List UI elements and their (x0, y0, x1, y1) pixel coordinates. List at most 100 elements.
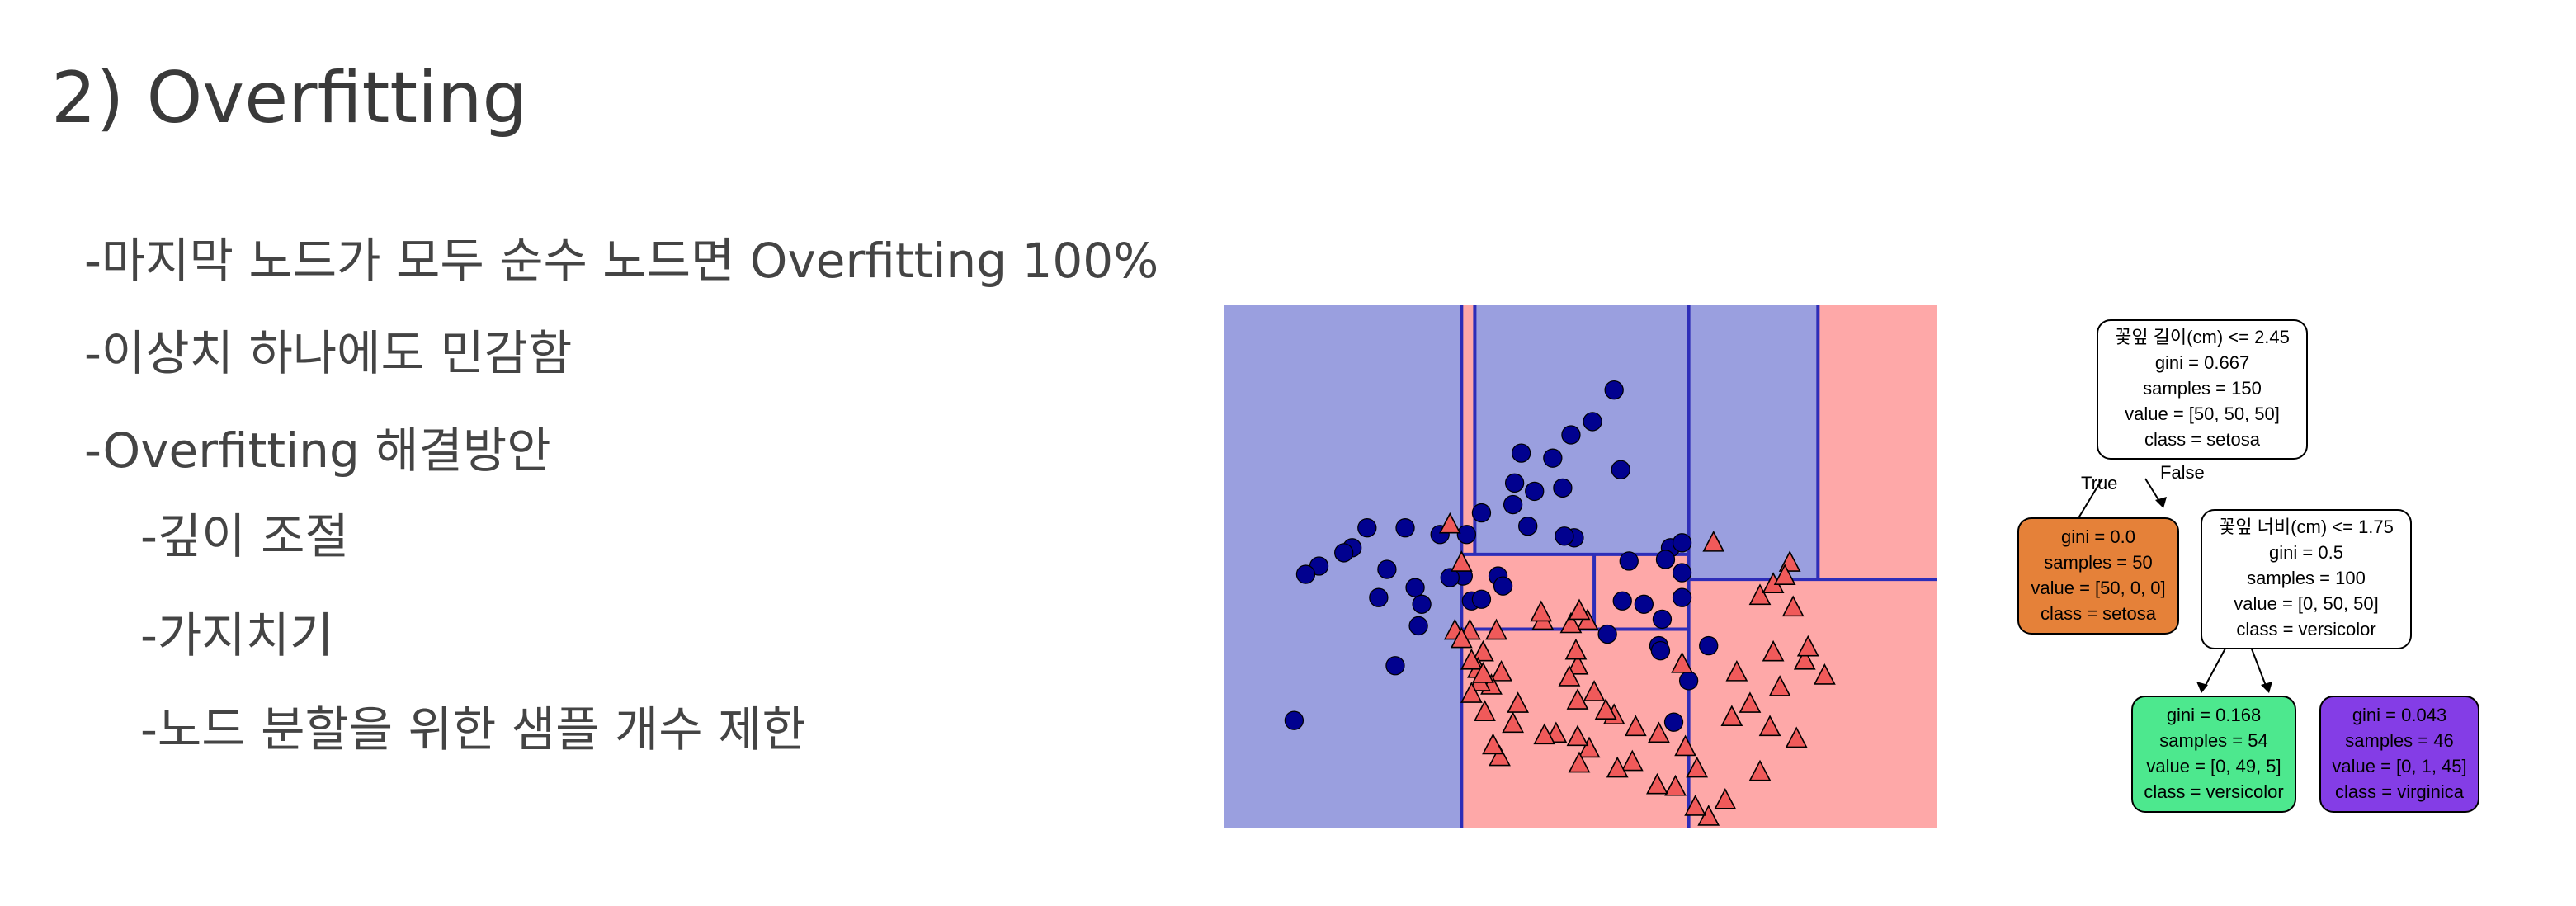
data-point-class-1 (1621, 749, 1644, 772)
data-point-class-0 (1553, 478, 1573, 498)
svg-text:gini = 0.043: gini = 0.043 (2352, 705, 2446, 725)
data-point-class-1 (1460, 682, 1483, 703)
data-point-class-1 (1813, 663, 1836, 685)
edge-right-left (2196, 646, 2227, 693)
svg-text:samples = 50: samples = 50 (2044, 552, 2152, 573)
svg-text:value = [50, 50, 50]: value = [50, 50, 50] (2125, 403, 2280, 424)
slide-title: 2) Overfitting (51, 57, 528, 139)
data-point-class-0 (1395, 518, 1415, 538)
data-point-class-0 (1611, 460, 1630, 479)
data-point-class-1 (1438, 512, 1461, 534)
data-point-class-0 (1284, 710, 1305, 730)
data-point-class-0 (1357, 518, 1377, 538)
data-point-class-1 (1530, 600, 1553, 622)
data-point-class-0 (1385, 656, 1405, 676)
bullet-sub-item: -깊이 조절 (140, 508, 349, 564)
data-point-class-0 (1612, 591, 1632, 611)
data-point-class-1 (1472, 661, 1494, 683)
data-point-class-1 (1460, 648, 1483, 670)
data-point-class-1 (1785, 726, 1808, 748)
svg-text:class = setosa: class = setosa (2144, 429, 2261, 450)
edge-true-label: True (2081, 473, 2117, 493)
data-point-class-0 (1634, 594, 1654, 614)
data-point-class-0 (1672, 563, 1692, 583)
data-point-class-0 (1456, 525, 1477, 545)
svg-text:value = [50, 0, 0]: value = [50, 0, 0] (2031, 578, 2165, 598)
edge-right-right (2250, 646, 2272, 693)
data-point-class-1 (1702, 530, 1725, 552)
data-point-class-1 (1502, 711, 1525, 734)
data-point-class-1 (1474, 700, 1496, 721)
data-point-class-1 (1450, 626, 1473, 649)
data-point-class-0 (1678, 671, 1699, 691)
data-point-class-1 (1489, 744, 1511, 767)
data-point-class-1 (1606, 756, 1629, 778)
svg-text:gini = 0.168: gini = 0.168 (2167, 705, 2261, 725)
data-point-class-0 (1619, 551, 1639, 571)
data-point-class-1 (1558, 665, 1581, 687)
svg-text:꽃잎 길이(cm) <= 2.45: 꽃잎 길이(cm) <= 2.45 (2115, 327, 2290, 347)
data-point-class-0 (1512, 443, 1531, 463)
edge-root-right: False (2144, 462, 2205, 508)
data-point-class-1 (1485, 618, 1507, 640)
svg-text:samples = 150: samples = 150 (2143, 378, 2262, 399)
data-point-class-0 (1561, 425, 1581, 445)
data-point-class-1 (1773, 564, 1796, 585)
data-point-class-1 (1507, 691, 1530, 713)
data-point-class-1 (1566, 653, 1589, 675)
data-point-class-1 (1748, 759, 1772, 781)
data-point-class-0 (1504, 473, 1525, 493)
data-point-class-1 (1566, 688, 1589, 710)
data-point-class-1 (1684, 795, 1707, 816)
svg-text:class = virginica: class = virginica (2335, 781, 2465, 802)
data-point-class-1 (1472, 639, 1494, 662)
data-point-class-0 (1672, 587, 1692, 607)
plot-regions (1224, 305, 1937, 828)
tree-node-virginica-leaf: gini = 0.043 samples = 46 value = [0, 1,… (2319, 696, 2479, 813)
bullet-item: -이상치 하나에도 민감함 (84, 325, 573, 381)
edge-false-label: False (2160, 462, 2205, 483)
data-point-class-1 (1583, 680, 1606, 701)
data-point-class-1 (1671, 651, 1693, 673)
data-point-class-0 (1503, 494, 1523, 515)
decision-tree-diagram: True False 꽃잎 길이(cm) <= 2.45 gini = 0.66… (2017, 319, 2479, 813)
data-point-class-0 (1663, 712, 1684, 732)
data-point-class-1 (1624, 715, 1647, 737)
data-point-class-0 (1493, 576, 1513, 596)
decision-boundary-plot (1224, 305, 1937, 828)
data-point-class-0 (1583, 412, 1602, 432)
data-point-class-1 (1564, 638, 1588, 660)
bullet-item: -마지막 노드가 모두 순수 노드면 Overfitting 100% (84, 233, 1159, 289)
data-point-class-1 (1482, 733, 1504, 755)
data-point-class-1 (1714, 787, 1737, 809)
bullet-sub-item: -가지치기 (140, 607, 334, 663)
data-point-class-1 (1648, 721, 1670, 743)
data-point-class-1 (1578, 736, 1601, 758)
data-point-class-1 (1594, 698, 1617, 720)
tree-node-left-leaf: gini = 0.0 samples = 50 value = [50, 0, … (2017, 517, 2179, 635)
data-point-class-1 (1566, 724, 1589, 747)
data-point-class-0 (1597, 624, 1617, 644)
data-point-class-1 (1568, 598, 1591, 621)
svg-text:samples = 46: samples = 46 (2345, 730, 2453, 751)
data-point-class-0 (1412, 594, 1432, 614)
tree-node-root: 꽃잎 길이(cm) <= 2.45 gini = 0.667 samples =… (2097, 319, 2308, 460)
data-point-class-1 (1450, 550, 1473, 572)
data-point-class-0 (1471, 503, 1492, 523)
plot-points (1284, 380, 1836, 826)
data-point-class-0 (1369, 587, 1389, 607)
edge-root-left: True (2069, 473, 2117, 528)
data-point-class-1 (1748, 583, 1772, 606)
data-point-class-0 (1604, 380, 1624, 400)
data-point-class-0 (1543, 448, 1563, 468)
data-point-class-0 (1555, 526, 1574, 546)
data-point-class-0 (1525, 481, 1545, 502)
region-class-1 (1461, 305, 1475, 554)
data-point-class-1 (1533, 723, 1556, 745)
svg-text:gini = 0.5: gini = 0.5 (2269, 542, 2343, 563)
data-point-class-0 (1655, 550, 1676, 569)
data-point-class-1 (1796, 635, 1819, 657)
data-point-class-1 (1686, 756, 1709, 778)
data-point-class-0 (1440, 568, 1460, 587)
svg-text:value = [0, 1, 45]: value = [0, 1, 45] (2332, 756, 2466, 776)
